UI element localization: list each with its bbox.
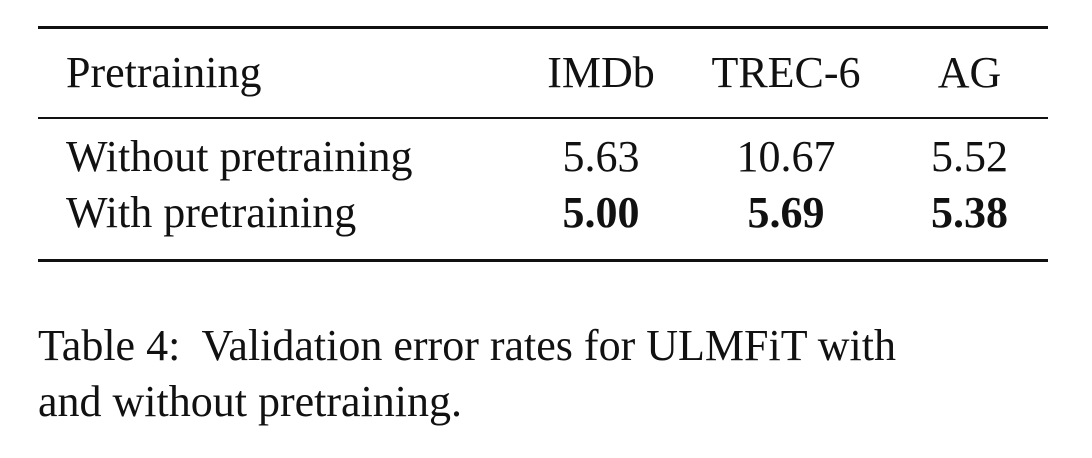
table-row: Without pretraining 5.63 10.67 5.52: [38, 129, 1048, 185]
cell-imdb-best: 5.00: [562, 188, 640, 237]
header-pretraining: Pretraining: [66, 48, 262, 97]
table-caption: Table 4: Validation error rates for ULMF…: [38, 318, 1052, 430]
results-table-container: Pretraining IMDb TREC-6 AG Without pretr…: [38, 26, 1048, 262]
row-label: With pretraining: [66, 188, 357, 237]
header-imdb: IMDb: [547, 48, 655, 97]
results-table-body: Without pretraining 5.63 10.67 5.52 With…: [38, 119, 1048, 259]
results-table: Pretraining IMDb TREC-6 AG: [38, 29, 1048, 117]
cell-ag: 5.52: [931, 132, 1008, 181]
cell-trec6: 10.67: [736, 132, 836, 181]
top-rule: [38, 26, 1048, 29]
cell-imdb: 5.63: [562, 132, 640, 181]
caption-line-1: Table 4: Validation error rates for ULMF…: [38, 321, 896, 370]
cell-trec6-best: 5.69: [747, 188, 825, 237]
mid-rule: [38, 117, 1048, 119]
header-trec6: TREC-6: [711, 48, 861, 97]
row-label: Without pretraining: [66, 132, 413, 181]
table-header-row: Pretraining IMDb TREC-6 AG: [38, 29, 1048, 117]
header-ag: AG: [937, 48, 1002, 97]
bottom-rule: [38, 259, 1048, 262]
table-row: With pretraining 5.00 5.69 5.38: [38, 185, 1048, 241]
cell-ag-best: 5.38: [931, 188, 1008, 237]
caption-line-2: and without pretraining.: [38, 377, 463, 426]
